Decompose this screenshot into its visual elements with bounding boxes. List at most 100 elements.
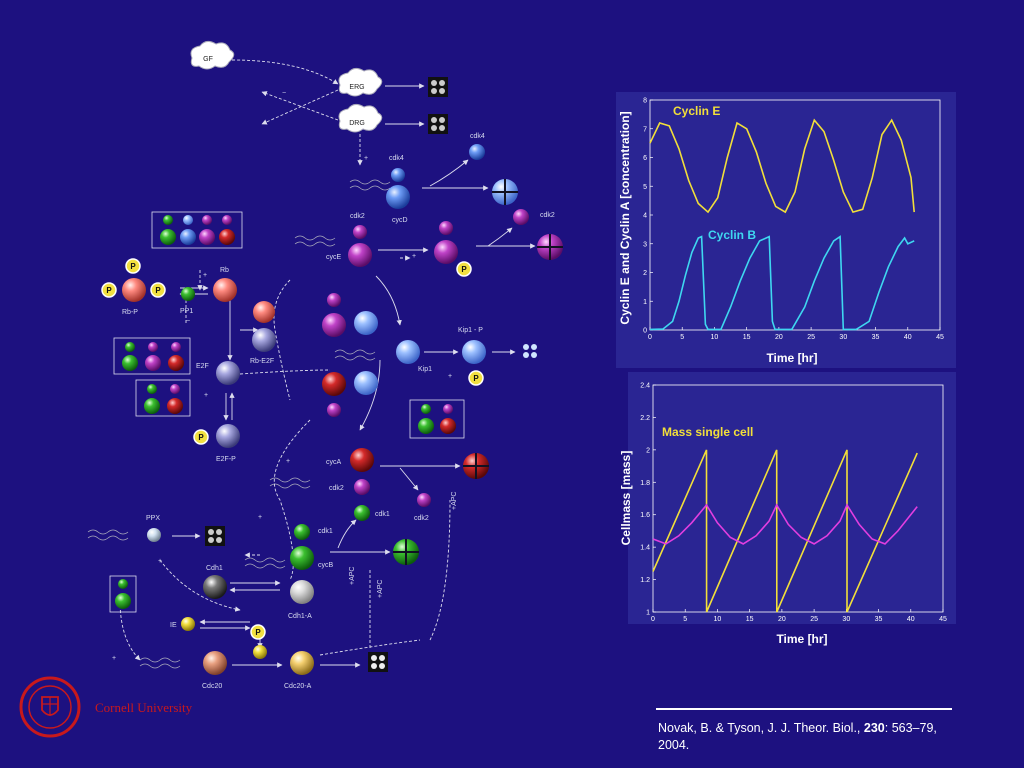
chart1-xlabel: Time [hr] xyxy=(766,351,817,365)
x-tick-label: 35 xyxy=(872,334,880,341)
y-tick-label: 1.4 xyxy=(640,545,650,552)
svg-text:+: + xyxy=(364,155,368,162)
label-cdk4: cdk4 xyxy=(389,155,404,162)
label-cdc20: Cdc20 xyxy=(202,683,222,690)
svg-text:+: + xyxy=(203,272,207,279)
y-tick-label: 7 xyxy=(643,126,647,133)
svg-text:P: P xyxy=(473,374,479,383)
x-tick-label: 0 xyxy=(651,616,655,623)
y-tick-label: 1 xyxy=(643,299,647,306)
series-cyclin-e-line xyxy=(649,118,915,214)
x-tick-label: 20 xyxy=(775,334,783,341)
label-pp1: PP1 xyxy=(180,308,193,315)
x-tick-label: 30 xyxy=(842,616,850,623)
label-cdk4-top: cdk4 xyxy=(470,133,485,140)
cornell-seal-icon xyxy=(19,676,81,738)
citation-year: 2004. xyxy=(658,738,690,752)
svg-text:P: P xyxy=(106,286,112,295)
reaction-arrows xyxy=(119,59,536,668)
x-tick-label: 25 xyxy=(810,616,818,623)
svg-text:+: + xyxy=(204,392,208,399)
label-cyce: cycE xyxy=(326,254,342,261)
y-tick-label: 8 xyxy=(643,98,647,105)
citation-volume: 230 xyxy=(863,721,885,735)
phosphate-icon: P xyxy=(101,282,117,298)
y-tick-label: 1.6 xyxy=(640,512,650,519)
y-tick-label: 0 xyxy=(643,328,647,335)
label-cdk2-d: cdk2 xyxy=(414,515,429,522)
degradation-ppx xyxy=(205,526,225,546)
label-cdk1-b: cdk1 xyxy=(318,528,333,535)
y-tick-label: 5 xyxy=(643,184,647,191)
phosphate-icon: P xyxy=(456,261,472,277)
y-tick-label: 4 xyxy=(643,213,647,220)
degradation-cycb xyxy=(393,539,419,565)
series-mass-magenta-line xyxy=(652,503,918,545)
annotation-cyclin-e: Cyclin E xyxy=(673,104,720,118)
x-tick-label: 35 xyxy=(875,616,883,623)
phosphate-icon: P xyxy=(193,429,209,445)
label-cdk2-c: cdk2 xyxy=(329,485,344,492)
series-cyclin-b-line xyxy=(649,235,915,331)
citation-pages: : 563–79, xyxy=(884,721,937,735)
chart1-ylabel: Cyclin E and Cyclin A [concentration] xyxy=(618,111,632,324)
complex-box-mid xyxy=(113,337,191,375)
species-spheres xyxy=(122,144,529,675)
x-tick-label: 40 xyxy=(904,334,912,341)
label-cdk2-b: cdk2 xyxy=(540,212,555,219)
svg-text:P: P xyxy=(461,265,467,274)
phosphate-icon: P xyxy=(250,624,266,640)
complex-box-cycb xyxy=(109,575,137,613)
label-rbe2f: Rb-E2F xyxy=(250,358,274,365)
label-e2f: E2F xyxy=(196,363,209,370)
species-labels: cdk4 cdk4 cycD cdk2 cycE cdk2 Rb Rb-P PP… xyxy=(122,133,555,690)
citation-rule xyxy=(656,708,952,710)
label-kip1: Kip1 xyxy=(418,366,432,373)
series-mass-yellow-line xyxy=(652,449,918,613)
label-rb: Rb xyxy=(220,267,229,274)
regulation-marks: − + + + − + + + + + + xyxy=(112,90,452,662)
label-ppx: PPX xyxy=(146,515,160,522)
citation-authors: Novak, B. & Tyson, J. J. Theor. Biol., xyxy=(658,721,864,735)
x-tick-label: 10 xyxy=(711,334,719,341)
y-tick-label: 2.4 xyxy=(640,383,650,390)
degradation-cdk4 xyxy=(492,179,518,205)
phosphate-icon: P xyxy=(125,258,141,274)
y-tick-label: 2 xyxy=(646,447,650,454)
degradation-erg xyxy=(428,77,448,97)
citation: Novak, B. & Tyson, J. J. Theor. Biol., 2… xyxy=(658,720,988,754)
chart2-xlabel: Time [hr] xyxy=(776,632,827,646)
gf-cloud: GF xyxy=(190,40,235,70)
x-tick-label: 15 xyxy=(743,334,751,341)
label-erg: ERG xyxy=(349,84,364,91)
svg-text:+: + xyxy=(158,558,162,565)
complex-box-low xyxy=(135,379,191,417)
chart-cellmass: 0 5 10 15 20 25 30 35 40 45 1 1.2 1.4 1.6 1.8 2 2.2 2.4 M… xyxy=(619,372,956,646)
x-tick-label: 45 xyxy=(936,334,944,341)
cell-cycle-diagram: GF ERG DRG xyxy=(87,40,563,690)
x-tick-label: 5 xyxy=(680,334,684,341)
label-apc-1: +APC xyxy=(451,492,458,510)
label-ie: IE xyxy=(170,622,177,629)
label-apc-3: +APC xyxy=(377,580,384,598)
chart2-ylabel: Cellmass [mass] xyxy=(619,451,633,546)
x-tick-label: 0 xyxy=(648,334,652,341)
annotation-mass: Mass single cell xyxy=(662,425,753,439)
x-tick-label: 45 xyxy=(939,616,947,623)
x-tick-label: 25 xyxy=(807,334,815,341)
svg-text:−: − xyxy=(282,90,286,97)
y-tick-label: 2 xyxy=(643,270,647,277)
label-apc-2: +APC xyxy=(349,567,356,585)
svg-text:P: P xyxy=(130,262,136,271)
annotation-cyclin-b: Cyclin B xyxy=(708,228,756,242)
degradation-cyca xyxy=(463,453,489,479)
svg-text:+: + xyxy=(448,373,452,380)
label-gf: GF xyxy=(203,56,213,63)
label-cycd: cycD xyxy=(392,217,408,224)
x-tick-label: 5 xyxy=(683,616,687,623)
degradation-drg xyxy=(428,114,448,134)
label-rbp: Rb-P xyxy=(122,309,138,316)
